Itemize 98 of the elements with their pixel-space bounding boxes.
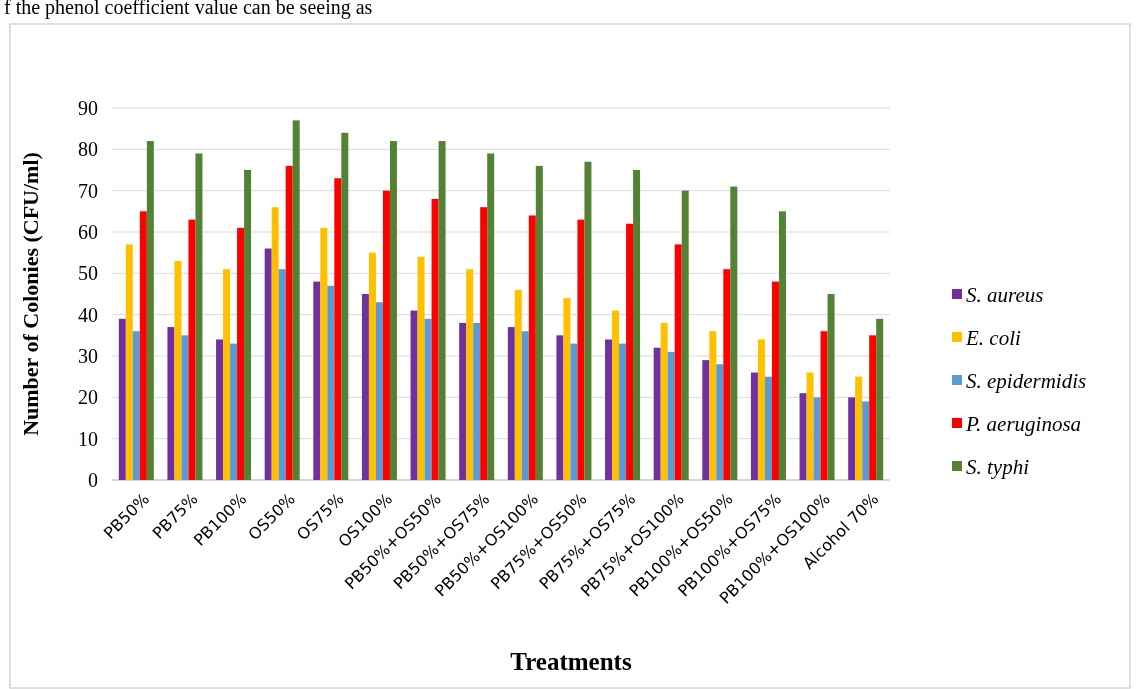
- bar: [139, 211, 147, 480]
- bar: [459, 322, 467, 480]
- bar: [118, 318, 126, 480]
- bar: [514, 289, 522, 480]
- bar: [827, 294, 835, 480]
- bar: [438, 141, 446, 480]
- bar: [375, 302, 383, 480]
- bar: [723, 269, 731, 480]
- bar: [264, 248, 272, 480]
- bar: [521, 331, 529, 480]
- bar: [702, 360, 710, 480]
- bar: [626, 223, 634, 480]
- bar: [820, 331, 828, 480]
- bar: [757, 339, 765, 480]
- bar: [473, 322, 481, 480]
- bar: [361, 294, 369, 480]
- bar: [341, 132, 349, 480]
- bar: [174, 260, 182, 480]
- bar: [368, 252, 376, 480]
- y-tick-label: 80: [78, 138, 98, 161]
- bar: [313, 281, 321, 480]
- bar: [410, 310, 418, 480]
- y-tick-label: 50: [78, 262, 98, 285]
- bar: [292, 120, 300, 480]
- y-tick-label: 0: [88, 469, 98, 491]
- bar: [771, 281, 779, 480]
- bar: [285, 165, 293, 480]
- legend-label: S. aureus: [966, 283, 1044, 308]
- bar: [125, 244, 133, 480]
- bar: [709, 331, 717, 480]
- bar: [660, 322, 668, 480]
- bar: [431, 198, 439, 480]
- bar: [764, 376, 772, 480]
- bar: [480, 207, 488, 480]
- bar: [806, 372, 814, 480]
- bar: [876, 318, 884, 480]
- bar: [633, 170, 641, 480]
- bar: [424, 318, 432, 480]
- y-tick-label: 40: [78, 303, 98, 326]
- bar: [244, 170, 252, 480]
- bar: [507, 327, 515, 480]
- bar: [528, 215, 536, 480]
- bar: [869, 335, 877, 480]
- bar: [320, 227, 328, 480]
- y-tick-label: 70: [78, 179, 98, 202]
- bar: [653, 347, 661, 480]
- legend-label: E. coli: [965, 326, 1021, 351]
- bar: [466, 269, 474, 480]
- bar: [382, 190, 390, 480]
- bar: [146, 141, 154, 480]
- bar: [750, 372, 758, 480]
- bar: [417, 256, 425, 480]
- bar: [132, 331, 140, 480]
- text: f the phenol coefficient value can be seeing as: [4, 0, 373, 19]
- y-tick-label: 30: [78, 345, 98, 367]
- bar: [188, 219, 196, 480]
- bar: [389, 141, 397, 480]
- bar: [681, 190, 689, 480]
- bar: [230, 343, 238, 480]
- bar: [799, 393, 807, 480]
- bar: [813, 397, 821, 480]
- bar: [577, 219, 585, 480]
- bar: [216, 339, 224, 480]
- bar: [716, 364, 724, 480]
- bar: [556, 335, 564, 480]
- bar: [674, 244, 682, 480]
- y-axis-title: Number of Colonies (CFU/ml): [18, 152, 43, 436]
- y-tick-label: 90: [78, 97, 98, 119]
- bar: [855, 376, 863, 480]
- bar: [167, 327, 175, 480]
- legend-label: S. epidermidis: [966, 369, 1087, 394]
- bar: [584, 161, 592, 480]
- y-tick-label: 10: [78, 427, 98, 450]
- bar: [563, 298, 571, 480]
- bar: [667, 351, 675, 480]
- legend-label: P. aeruginosa: [965, 412, 1082, 437]
- bar: [334, 178, 342, 480]
- bar: [862, 401, 870, 480]
- bar: [605, 339, 613, 480]
- bar: [271, 207, 279, 480]
- bar: [237, 227, 245, 480]
- bar: [223, 269, 231, 480]
- y-tick-label: 60: [78, 221, 98, 243]
- bar: [730, 186, 738, 480]
- bar: [535, 165, 543, 480]
- bar: [619, 343, 627, 480]
- bar: [848, 397, 856, 480]
- bar: [278, 269, 286, 480]
- legend-label: S. typhi: [966, 455, 1030, 480]
- bar: [327, 285, 335, 480]
- y-tick-label: 20: [78, 386, 98, 409]
- bar: [778, 211, 786, 480]
- bar: [570, 343, 578, 480]
- x-axis-title: Treatments: [510, 648, 632, 675]
- bar: [487, 153, 495, 480]
- bar: [195, 153, 203, 480]
- bar: [612, 310, 620, 480]
- bar: [181, 335, 189, 480]
